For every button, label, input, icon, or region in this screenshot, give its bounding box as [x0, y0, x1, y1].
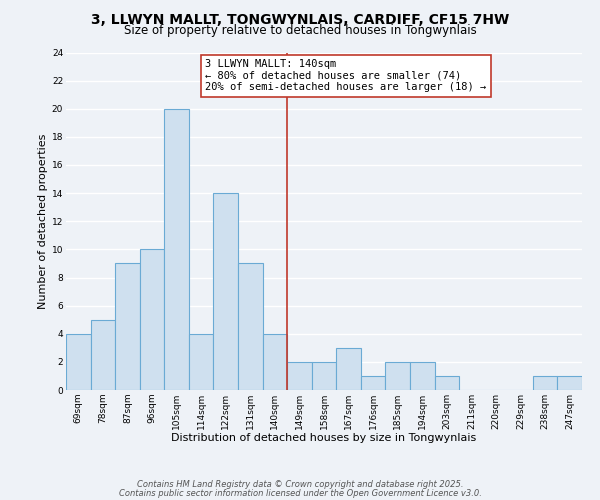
- X-axis label: Distribution of detached houses by size in Tongwynlais: Distribution of detached houses by size …: [172, 434, 476, 444]
- Bar: [287, 362, 312, 390]
- Bar: [434, 376, 459, 390]
- Bar: [557, 376, 582, 390]
- Bar: [189, 334, 214, 390]
- Bar: [91, 320, 115, 390]
- Bar: [66, 334, 91, 390]
- Text: Contains public sector information licensed under the Open Government Licence v3: Contains public sector information licen…: [119, 488, 481, 498]
- Bar: [533, 376, 557, 390]
- Bar: [214, 193, 238, 390]
- Text: 3, LLWYN MALLT, TONGWYNLAIS, CARDIFF, CF15 7HW: 3, LLWYN MALLT, TONGWYNLAIS, CARDIFF, CF…: [91, 12, 509, 26]
- Text: Contains HM Land Registry data © Crown copyright and database right 2025.: Contains HM Land Registry data © Crown c…: [137, 480, 463, 489]
- Bar: [140, 250, 164, 390]
- Bar: [385, 362, 410, 390]
- Text: Size of property relative to detached houses in Tongwynlais: Size of property relative to detached ho…: [124, 24, 476, 37]
- Bar: [336, 348, 361, 390]
- Y-axis label: Number of detached properties: Number of detached properties: [38, 134, 47, 309]
- Bar: [115, 264, 140, 390]
- Bar: [263, 334, 287, 390]
- Bar: [410, 362, 434, 390]
- Text: 3 LLWYN MALLT: 140sqm
← 80% of detached houses are smaller (74)
20% of semi-deta: 3 LLWYN MALLT: 140sqm ← 80% of detached …: [205, 59, 487, 92]
- Bar: [164, 109, 189, 390]
- Bar: [238, 264, 263, 390]
- Bar: [361, 376, 385, 390]
- Bar: [312, 362, 336, 390]
